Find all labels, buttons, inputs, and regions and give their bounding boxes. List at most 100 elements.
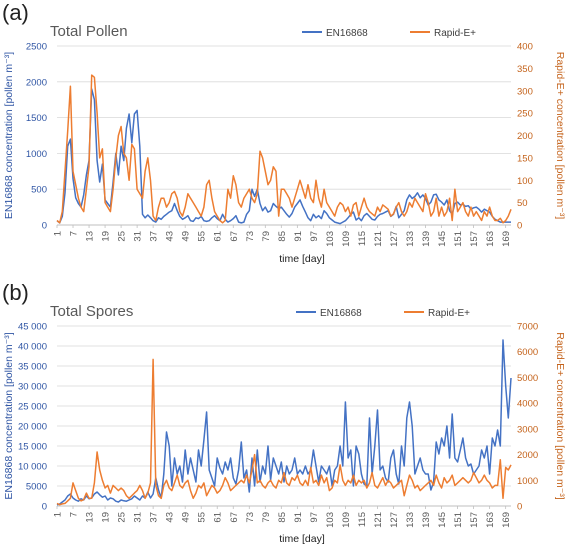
x-tick-label: 79: [261, 231, 272, 242]
x-tick-label: 43: [165, 512, 176, 523]
x-tick-label: 91: [293, 512, 304, 523]
x-tick-label: 13: [85, 512, 96, 523]
x-tick-label: 163: [485, 231, 496, 247]
y-tick-label-right: 6000: [517, 347, 538, 358]
legend-entry: EN16868: [320, 308, 362, 319]
y-tick-label-left: 40 000: [18, 342, 47, 353]
x-tick-label: 127: [389, 231, 400, 247]
y-tick-label-right: 4000: [517, 399, 538, 410]
y-tick-label-left: 20 000: [18, 422, 47, 433]
y-tick-label-left: 15 000: [18, 442, 47, 453]
x-tick-label: 127: [389, 512, 400, 528]
x-tick-label: 67: [229, 231, 240, 242]
x-tick-label: 145: [437, 231, 448, 247]
x-tick-label: 169: [501, 512, 512, 528]
legend-entry: EN16868: [326, 28, 368, 39]
x-tick-label: 7: [69, 231, 80, 236]
x-tick-label: 55: [197, 231, 208, 242]
x-tick-label: 55: [197, 512, 208, 523]
x-tick-label: 109: [341, 231, 352, 247]
y-tick-label-left: 1500: [26, 113, 47, 124]
x-tick-label: 73: [245, 231, 256, 242]
x-tick-label: 85: [277, 512, 288, 523]
x-tick-label: 19: [101, 512, 112, 523]
x-tick-label: 157: [469, 231, 480, 247]
x-tick-label: 25: [117, 512, 128, 523]
panel-b-spores: (b) Total Spores 0 5000 10 000 15 000 20 000 25…: [2, 280, 566, 545]
y-tick-label-left: 0: [42, 502, 47, 513]
x-tick-label: 43: [165, 231, 176, 242]
y-axis-label-left: EN16868 concentration [pollen m⁻³]: [3, 332, 15, 499]
panel-letter: (b): [2, 280, 29, 305]
series-line-en16868: [56, 339, 512, 506]
y-tick-label-left: 0: [42, 221, 47, 232]
x-tick-label: 145: [437, 512, 448, 528]
x-axis-label: time [day]: [279, 533, 325, 545]
x-tick-label: 19: [101, 231, 112, 242]
y-axis-label-right: Rapid-E+ concentration [pollen m⁻³]: [554, 332, 566, 500]
y-tick-label-right: 7000: [517, 322, 538, 333]
chart-title: Total Pollen: [50, 23, 128, 40]
x-tick-label: 163: [485, 512, 496, 528]
y-tick-label-left: 5000: [26, 482, 47, 493]
x-tick-label: 91: [293, 231, 304, 242]
x-tick-label: 115: [357, 512, 368, 527]
y-tick-label-left: 500: [31, 185, 47, 196]
y-tick-label-left: 2000: [26, 77, 47, 88]
y-tick-label-left: 35 000: [18, 362, 47, 373]
y-tick-label-right: 350: [517, 64, 533, 75]
x-tick-label: 1: [53, 231, 64, 236]
y-tick-label-left: 2500: [26, 42, 47, 53]
x-tick-label: 103: [325, 512, 336, 528]
legend-entry: Rapid-E+: [434, 28, 476, 39]
y-tick-label-right: 100: [517, 176, 533, 187]
x-tick-label: 151: [453, 231, 464, 247]
x-tick-label: 1: [53, 512, 64, 517]
y-tick-label-left: 25 000: [18, 402, 47, 413]
x-tick-label: 25: [117, 231, 128, 242]
x-tick-label: 73: [245, 512, 256, 523]
x-tick-label: 133: [405, 512, 416, 528]
y-tick-label-right: 400: [517, 42, 533, 53]
y-tick-label-right: 5000: [517, 373, 538, 384]
y-tick-label-right: 3000: [517, 424, 538, 435]
x-tick-label: 139: [421, 231, 432, 247]
y-tick-label-right: 2000: [517, 450, 538, 461]
x-tick-label: 67: [229, 512, 240, 523]
y-tick-label-right: 1000: [517, 476, 538, 487]
y-tick-label-right: 50: [517, 198, 528, 209]
x-tick-label: 13: [85, 231, 96, 242]
y-tick-label-left: 1000: [26, 149, 47, 160]
series-line-rapid-e: [56, 74, 512, 224]
panel-a-pollen: (a) Total Pollen 0 500 1000 1500 2000 2500 0 50 10…: [2, 0, 566, 265]
x-tick-label: 7: [69, 512, 80, 517]
x-tick-label: 121: [373, 512, 384, 528]
x-tick-label: 97: [309, 231, 320, 242]
x-tick-label: 31: [133, 512, 144, 523]
y-tick-label-left: 45 000: [18, 322, 47, 333]
y-tick-label-left: 30 000: [18, 382, 47, 393]
x-tick-label: 157: [469, 512, 480, 528]
x-axis-label: time [day]: [279, 253, 325, 265]
x-tick-label: 97: [309, 512, 320, 523]
legend-entry: Rapid-E+: [428, 308, 470, 319]
x-tick-label: 61: [213, 512, 224, 523]
x-tick-label: 133: [405, 231, 416, 247]
y-tick-label-right: 250: [517, 109, 533, 120]
y-tick-label-right: 0: [517, 502, 522, 513]
series-line-en16868: [56, 88, 511, 225]
x-tick-label: 49: [181, 231, 192, 242]
y-axis-label-right: Rapid-E+ concentration [pollen m⁻³]: [554, 52, 566, 220]
x-tick-label: 61: [213, 231, 224, 242]
x-tick-label: 139: [421, 512, 432, 528]
series-line-rapid-e: [56, 358, 512, 506]
y-axis-label-left: EN16868 concentration [pollen m⁻³]: [3, 52, 15, 219]
panel-letter: (a): [2, 0, 29, 25]
x-tick-label: 37: [149, 512, 160, 523]
x-tick-label: 85: [277, 231, 288, 242]
y-tick-label-right: 200: [517, 131, 533, 142]
y-tick-label-right: 0: [517, 221, 522, 232]
x-tick-label: 169: [501, 231, 512, 247]
x-tick-label: 49: [181, 512, 192, 523]
